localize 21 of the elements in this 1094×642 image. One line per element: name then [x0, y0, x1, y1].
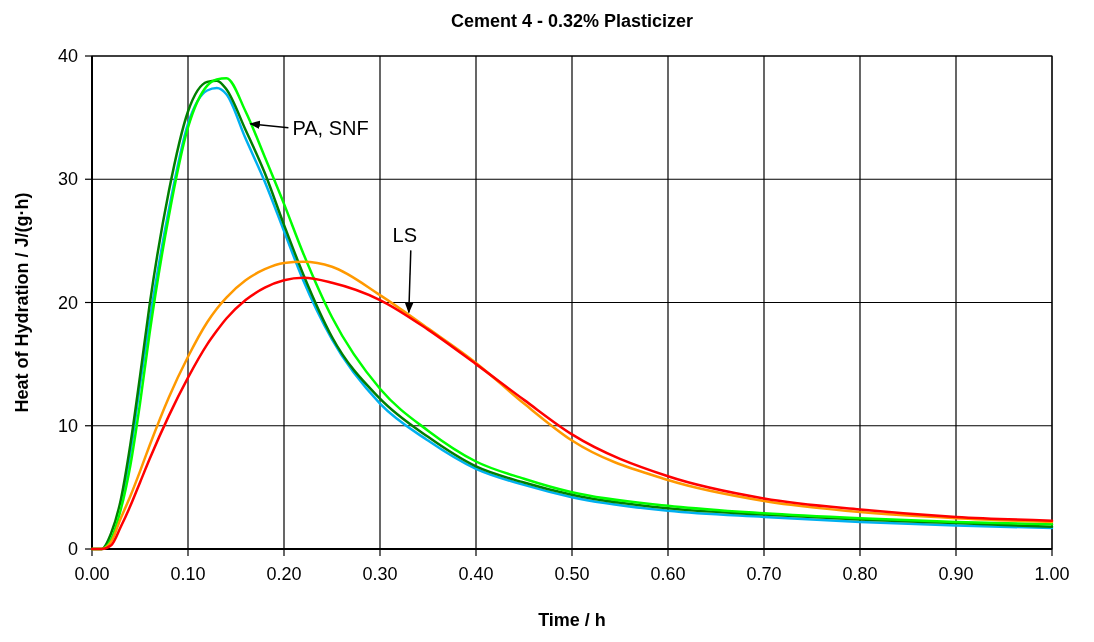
x-tick-label: 0.80	[842, 564, 878, 584]
x-tick-label: 0.40	[458, 564, 494, 584]
annotation: PA, SNF	[292, 116, 369, 139]
y-tick-label: 10	[57, 415, 78, 436]
x-tick-label: 0.10	[170, 564, 206, 584]
x-tick-label: 0.20	[266, 564, 302, 584]
x-tick-label: 0.00	[74, 564, 110, 584]
x-tick-label: 0.50	[554, 564, 590, 584]
y-axis-title: Heat of Hydration / J/(g·h)	[12, 192, 32, 413]
y-tick-label: 30	[57, 169, 78, 190]
x-tick-label: 1.00	[1034, 564, 1070, 584]
x-tick-label: 0.30	[362, 564, 398, 584]
x-tick-label: 0.90	[938, 564, 974, 584]
x-tick-label: 0.60	[650, 564, 686, 584]
x-tick-label: 0.70	[746, 564, 782, 584]
x-axis-title: Time / h	[538, 610, 606, 630]
y-tick-label: 40	[57, 46, 78, 66]
y-tick-label: 20	[57, 292, 78, 313]
annotation: LS	[392, 224, 418, 247]
y-tick-label: 0	[67, 539, 78, 559]
chart-title: Cement 4 - 0.32% Plasticizer	[450, 11, 694, 31]
